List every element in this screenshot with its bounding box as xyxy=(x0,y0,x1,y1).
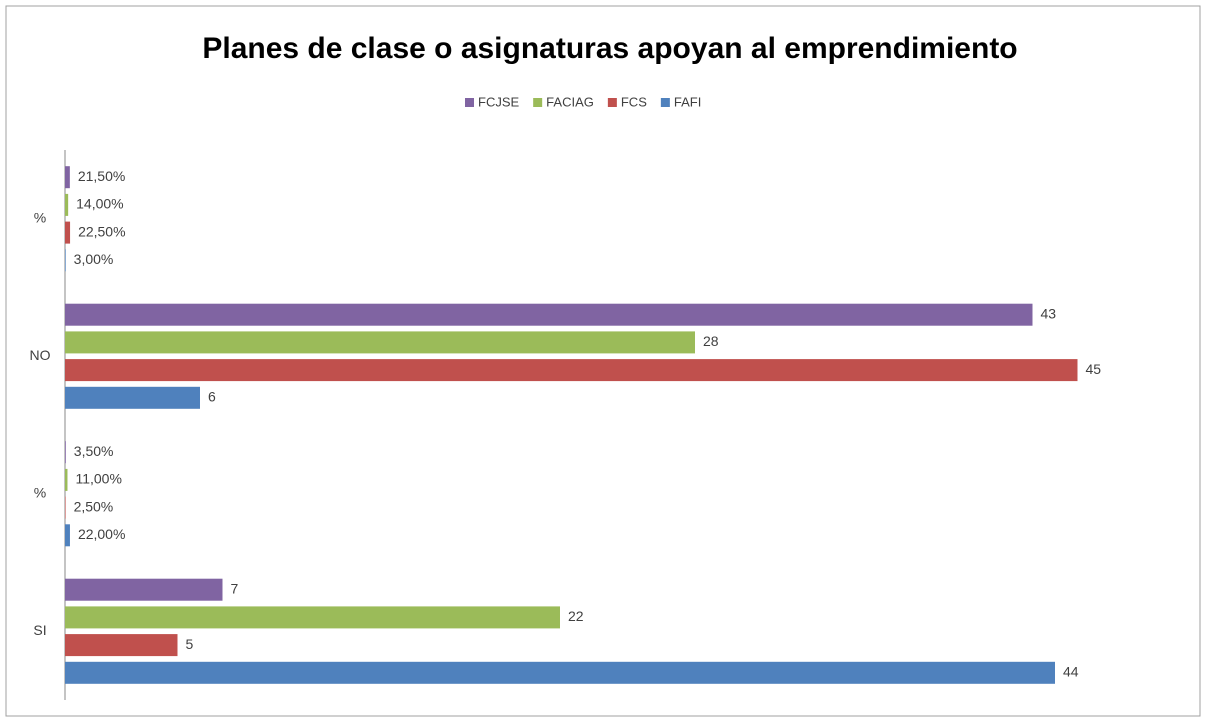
y-tick-label: NO xyxy=(30,347,51,363)
data-label: 3,50% xyxy=(74,443,114,459)
data-label: 11,00% xyxy=(75,471,121,487)
y-tick-label: SI xyxy=(33,622,46,638)
data-label: 21,50% xyxy=(78,168,125,184)
bar xyxy=(65,441,66,464)
data-label: 22,00% xyxy=(78,526,125,542)
bar xyxy=(65,303,1033,326)
legend-swatch xyxy=(465,98,474,107)
legend-swatch xyxy=(607,98,617,107)
legend-label: FCJSE xyxy=(478,94,520,109)
data-label: 45 xyxy=(1086,361,1102,377)
bar xyxy=(65,496,66,519)
legend-label: FACIAG xyxy=(546,94,594,109)
data-label: 14,00% xyxy=(76,196,123,212)
data-label: 22,50% xyxy=(78,223,125,239)
data-label: 7 xyxy=(231,580,239,596)
data-label: 5 xyxy=(186,636,194,652)
data-label: 28 xyxy=(703,333,719,349)
y-tick-label: % xyxy=(34,209,46,225)
bar xyxy=(65,331,695,354)
bar xyxy=(65,359,1078,382)
bar xyxy=(65,249,66,272)
data-label: 43 xyxy=(1041,305,1057,321)
legend-label: FCS xyxy=(621,94,647,109)
data-label: 3,00% xyxy=(74,251,114,267)
bar xyxy=(65,468,68,491)
bar xyxy=(65,524,70,547)
bar xyxy=(65,386,200,409)
data-label: 44 xyxy=(1063,664,1079,680)
data-label: 2,50% xyxy=(74,498,114,514)
bar xyxy=(65,606,560,629)
legend-swatch xyxy=(533,98,543,107)
legend-label: FAFI xyxy=(674,94,701,109)
bar xyxy=(65,193,69,216)
y-tick-label: % xyxy=(34,484,46,500)
bar xyxy=(65,221,71,244)
data-label: 22 xyxy=(568,608,584,624)
data-label: 6 xyxy=(208,389,216,405)
bar xyxy=(65,578,223,601)
bar xyxy=(65,166,70,189)
chart-title: Planes de clase o asignaturas apoyan al … xyxy=(202,32,1017,65)
legend-swatch xyxy=(660,98,670,107)
bar xyxy=(65,661,1055,684)
bar xyxy=(65,634,178,657)
